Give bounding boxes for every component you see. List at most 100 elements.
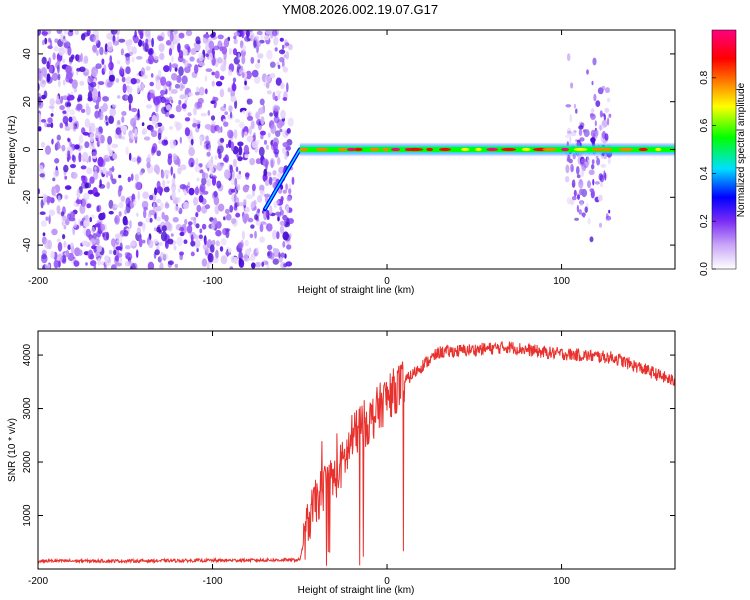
spectrogram-noise-blob: [169, 62, 172, 73]
spectrogram-burst-blob: [603, 114, 607, 121]
spectrogram-noise-blob: [61, 95, 69, 101]
spectrogram-noise-blob: [177, 167, 182, 175]
spectrogram-noise-blob: [234, 202, 238, 208]
spectrogram-noise-blob: [96, 205, 100, 213]
spectrogram-noise-blob: [80, 145, 83, 150]
spectrogram-noise-blob: [88, 82, 94, 93]
spectrogram-burst-blob: [606, 97, 611, 103]
spectrogram-noise-blob: [282, 231, 290, 241]
spectrogram-noise-blob: [171, 73, 178, 81]
spectrogram-noise-blob: [93, 264, 97, 269]
spectrogram-noise-blob: [196, 185, 199, 196]
spectrogram-noise-blob: [241, 230, 245, 240]
spectrogram-noise-blob: [148, 209, 156, 216]
spectrogram-noise-blob: [145, 104, 153, 109]
spectrogram-noise-blob: [267, 244, 273, 251]
spectrogram-noise-blob: [121, 76, 126, 83]
spectrogram-noise-blob: [114, 233, 121, 239]
spectrogram-noise-blob: [277, 156, 280, 166]
spectrogram-noise-blob: [84, 118, 91, 128]
spectrogram-noise-blob: [104, 43, 108, 52]
spectrogram-noise-blob: [155, 165, 160, 175]
spectrogram-noise-blob: [200, 112, 208, 117]
spectrogram-noise-blob: [274, 47, 278, 52]
spectrogram-noise-blob: [127, 93, 133, 104]
spectrogram-noise-blob: [95, 99, 100, 107]
spectrogram-noise-blob: [207, 126, 212, 131]
spectrogram-noise-blob: [230, 218, 237, 224]
spectrogram-noise-blob: [242, 110, 246, 114]
spectrogram-noise-blob: [277, 93, 281, 100]
spectrogram-noise-blob: [154, 56, 159, 60]
spectrogram-noise-blob: [99, 134, 105, 144]
spectrogram-noise-blob: [115, 246, 123, 251]
spectrogram-noise-blob: [107, 62, 112, 69]
spectrogram-noise-blob: [269, 252, 275, 260]
spectrogram-noise-blob: [62, 215, 67, 222]
spectrogram-noise-blob: [130, 107, 138, 113]
spectrogram-noise-blob: [89, 253, 95, 260]
spectrogram-noise-blob: [250, 35, 254, 42]
spectrogram-noise-blob: [87, 96, 93, 102]
spectrogram-noise-blob: [196, 177, 200, 182]
spectrogram-noise-blob: [227, 69, 233, 76]
spectrogram-noise-blob: [229, 266, 234, 269]
spectrogram-noise-blob: [240, 107, 247, 112]
spectrogram-noise-blob: [198, 62, 206, 67]
spectrogram-noise-blob: [160, 96, 166, 104]
spectrogram-noise-blob: [58, 47, 65, 56]
spectrogram-noise-blob: [45, 123, 53, 128]
spectrogram-noise-blob: [184, 127, 190, 137]
spectrogram-noise-blob: [77, 94, 83, 100]
colorbar-tick-label: 0.4: [699, 166, 710, 180]
spectrogram-noise-blob: [211, 80, 215, 87]
spectrogram-noise-blob: [288, 188, 292, 195]
spectrogram-noise-blob: [272, 230, 278, 240]
spectrogram-noise-blob: [254, 63, 261, 69]
spectrogram-noise-blob: [118, 38, 126, 43]
spectrogram-noise-blob: [61, 221, 65, 227]
spectrogram-signal-peak: [561, 147, 569, 152]
spectrogram-noise-blob: [192, 107, 197, 116]
spectrogram-noise-blob: [154, 187, 158, 196]
spectrogram-noise-blob: [208, 40, 215, 50]
spectrogram-noise-blob: [136, 85, 141, 94]
spectrogram-noise-blob: [66, 102, 71, 108]
spectrogram-noise-blob: [86, 203, 91, 209]
spectrogram-noise-blob: [216, 180, 222, 189]
spectrogram-noise-blob: [38, 100, 44, 109]
spectrogram-noise-blob: [187, 46, 191, 53]
spectrogram-noise-blob: [106, 231, 110, 241]
spectrogram-noise-blob: [276, 231, 280, 240]
spectrogram-noise-blob: [48, 209, 56, 216]
spectrogram-burst-blob: [567, 130, 572, 134]
spectrogram-noise-blob: [149, 125, 154, 132]
spectrogram-noise-blob: [210, 168, 214, 177]
spectrogram-noise-blob: [163, 65, 170, 73]
spectrogram-noise-blob: [104, 256, 111, 267]
spectrogram-noise-blob: [81, 240, 89, 246]
spectrogram-burst-blob: [576, 174, 581, 179]
spectrogram-noise-blob: [266, 215, 270, 221]
spectrogram-noise-blob: [62, 116, 69, 124]
spectrogram-noise-blob: [59, 32, 64, 41]
snr-x-tick-label: 100: [553, 576, 570, 587]
spectrogram-noise-blob: [71, 115, 77, 125]
spectrogram-noise-blob: [119, 257, 123, 264]
spectrogram-noise-blob: [164, 214, 169, 222]
spectrogram-noise-blob: [171, 183, 177, 192]
spectrogram-noise-blob: [266, 90, 272, 95]
spectrogram-noise-blob: [242, 30, 247, 36]
spectrogram-noise-blob: [178, 99, 182, 106]
spectrogram-noise-blob: [68, 56, 74, 63]
spectrogram-noise-blob: [83, 219, 90, 228]
spectrogram-noise-blob: [165, 40, 172, 46]
spectrogram-noise-blob: [194, 64, 199, 74]
spectrogram-noise-blob: [210, 219, 218, 225]
snr-series-line: [38, 341, 675, 566]
colorbar-tick-label: 0.0: [699, 262, 710, 276]
spectrogram-noise-blob: [41, 31, 48, 36]
spectrogram-noise-blob: [201, 177, 207, 186]
spectrogram-noise-blob: [246, 135, 254, 143]
spectrogram-noise-blob: [241, 55, 246, 65]
